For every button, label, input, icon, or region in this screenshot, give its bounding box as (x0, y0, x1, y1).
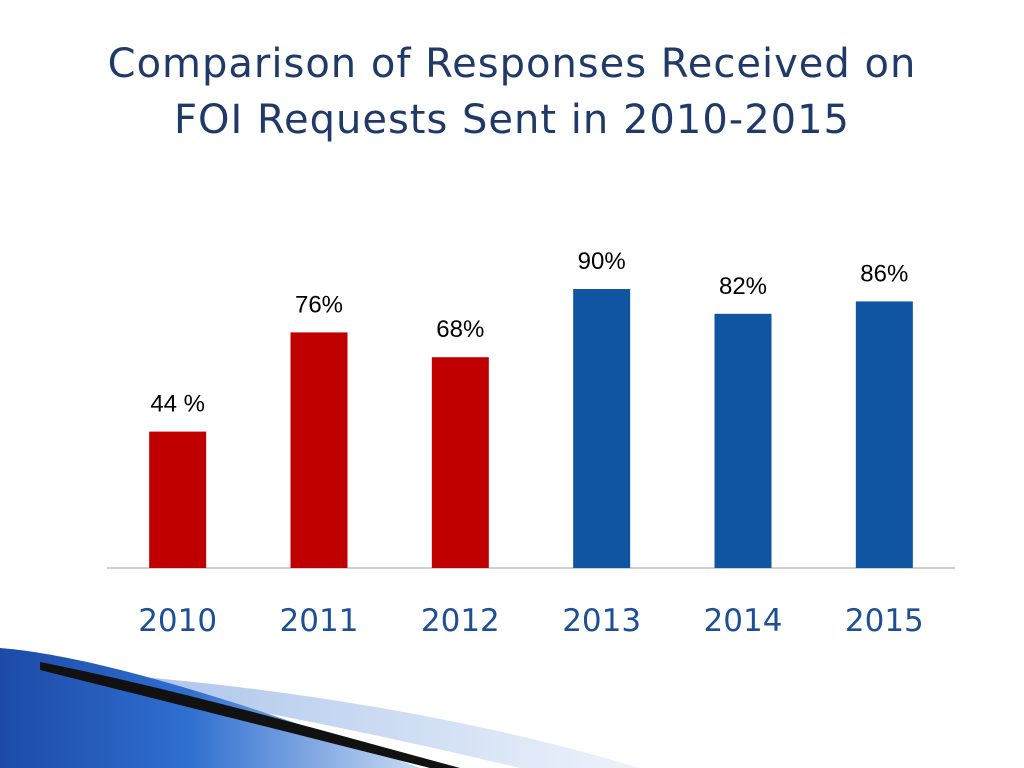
bar-2012 (431, 357, 489, 568)
data-label-2010: 44 % (150, 391, 205, 418)
chart-title-line-1: Comparison of Responses Received on (107, 41, 917, 87)
x-tick-label-2010: 2010 (138, 603, 217, 639)
chart-title-line-2: FOI Requests Sent in 2010-2015 (174, 97, 850, 143)
bar-2011 (290, 332, 348, 568)
bar-2010 (149, 431, 207, 568)
bar-2013 (573, 289, 631, 568)
chart-title: Comparison of Responses Received on FOI … (0, 36, 1024, 148)
data-label-2012: 68% (436, 316, 484, 343)
x-tick-label-2011: 2011 (280, 603, 359, 639)
data-label-2015: 86% (860, 260, 908, 287)
x-tick-label-2014: 2014 (704, 603, 783, 639)
x-tick-label-2012: 2012 (421, 603, 500, 639)
bar-2014 (714, 313, 772, 568)
data-label-2011: 76% (295, 291, 343, 318)
swoosh-light-band (120, 675, 640, 768)
x-tick-label-2015: 2015 (845, 603, 924, 639)
data-label-2013: 90% (578, 248, 626, 275)
bar-2015 (855, 301, 913, 568)
swoosh-black-stroke (40, 662, 460, 768)
x-tick-label-2013: 2013 (562, 603, 641, 639)
data-label-2014: 82% (719, 273, 767, 300)
